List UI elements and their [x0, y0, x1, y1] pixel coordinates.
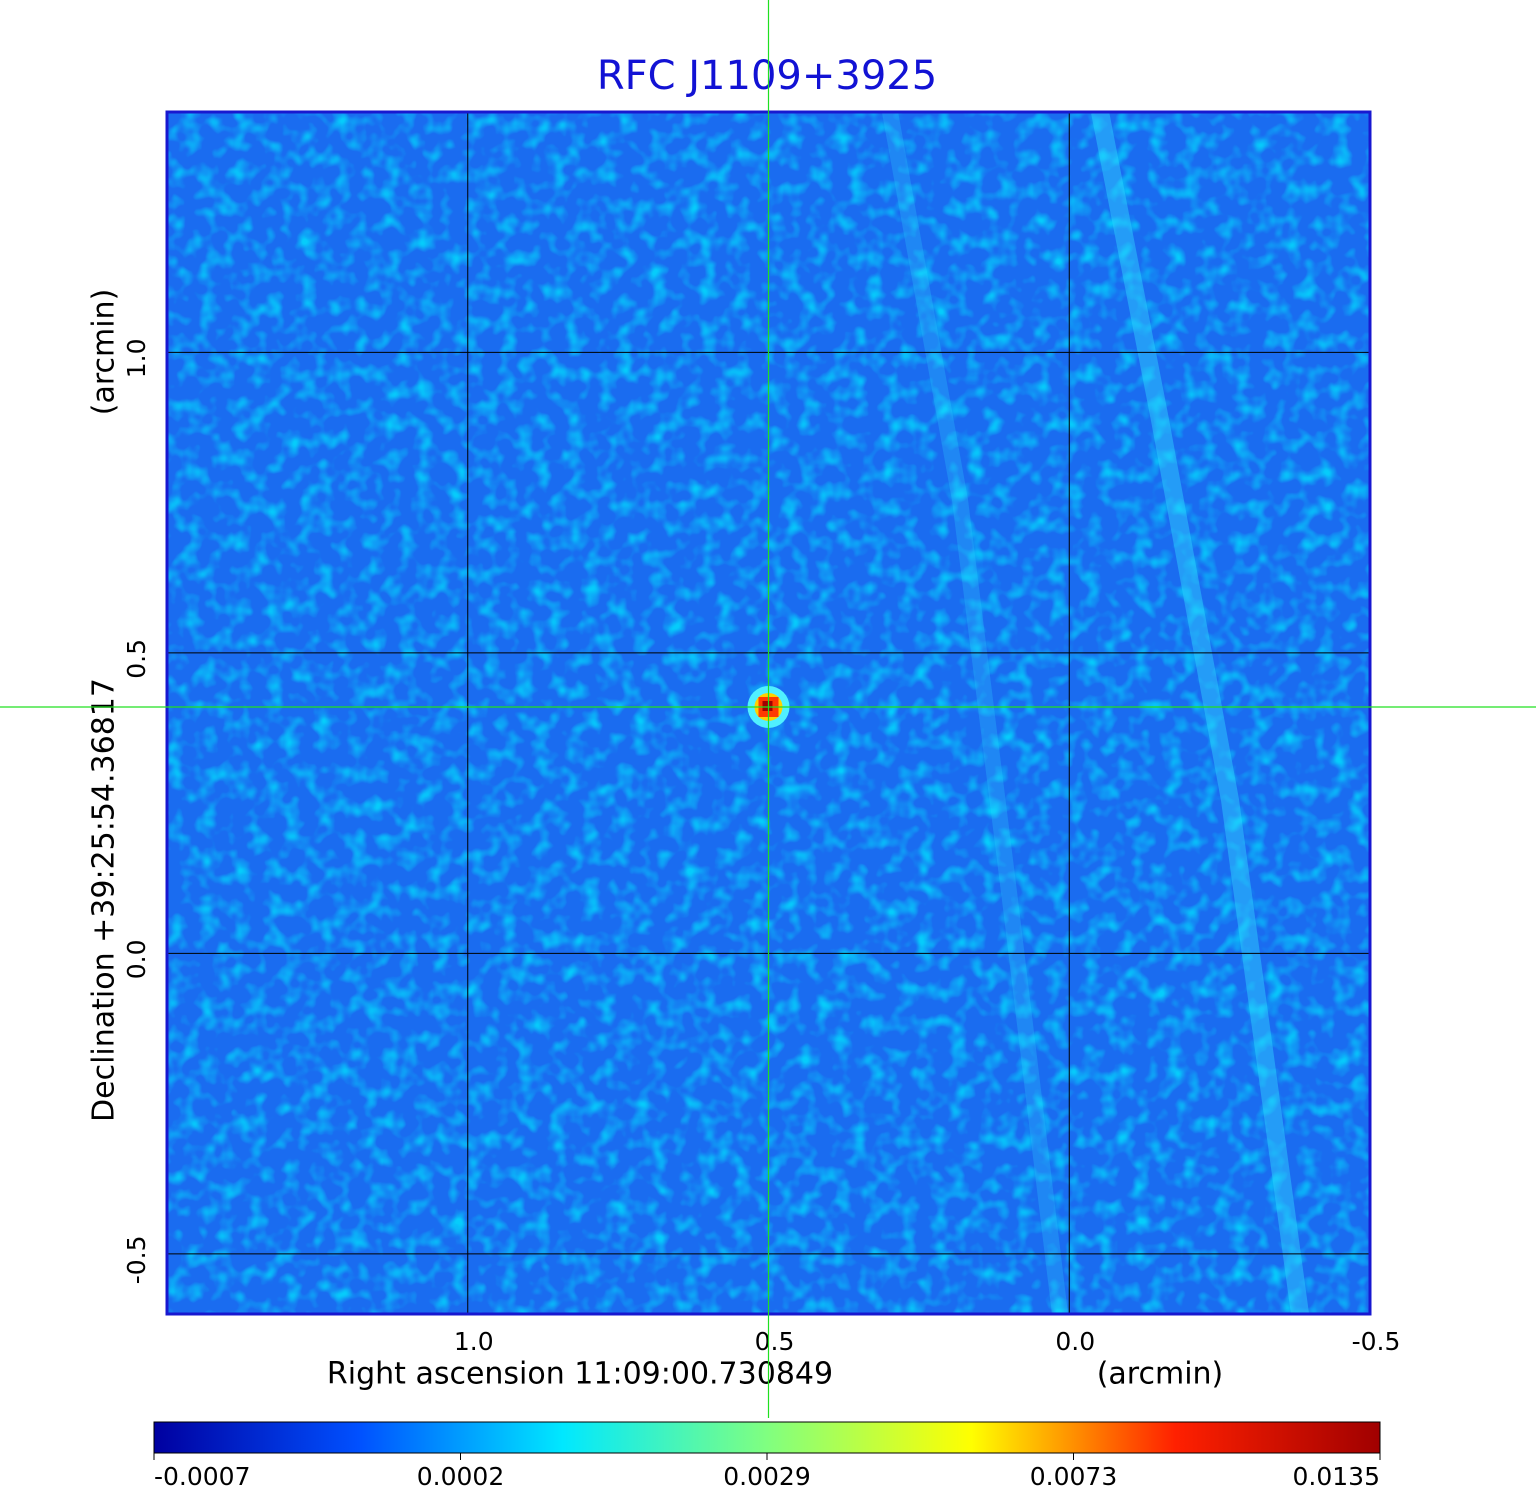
x-tick-label: 0.0 [1055, 1327, 1095, 1356]
x-axis-label: Right ascension 11:09:00.730849 [327, 1357, 833, 1392]
colorbar-tick-label: 0.0073 [1030, 1462, 1117, 1491]
y-tick-label: 1.0 [122, 339, 151, 379]
x-tick-label: 0.5 [755, 1327, 795, 1356]
x-tick-label: -0.5 [1352, 1327, 1401, 1356]
y-tick-label: 0.5 [122, 639, 151, 679]
chart-title: RFC J1109+3925 [597, 53, 937, 99]
x-axis-unit: (arcmin) [1097, 1357, 1224, 1392]
y-axis-label: Declination +39:25:54.36817 [87, 678, 122, 1122]
y-tick-label: 0.0 [122, 940, 151, 980]
source-peak [762, 700, 773, 711]
y-axis-unit: (arcmin) [87, 289, 122, 416]
colorbar-tick-label: -0.0007 [154, 1462, 251, 1491]
streak [882, 112, 1068, 1314]
x-tick-label: 1.0 [454, 1327, 494, 1356]
colorbar-tick-label: 0.0002 [417, 1462, 504, 1491]
colorbar-tick-label: 0.0135 [1293, 1462, 1380, 1491]
colorbar [153, 1421, 1381, 1454]
colorbar-tick-label: 0.0029 [723, 1462, 810, 1491]
streak [1091, 112, 1309, 1314]
y-tick-label: -0.5 [122, 1236, 151, 1285]
